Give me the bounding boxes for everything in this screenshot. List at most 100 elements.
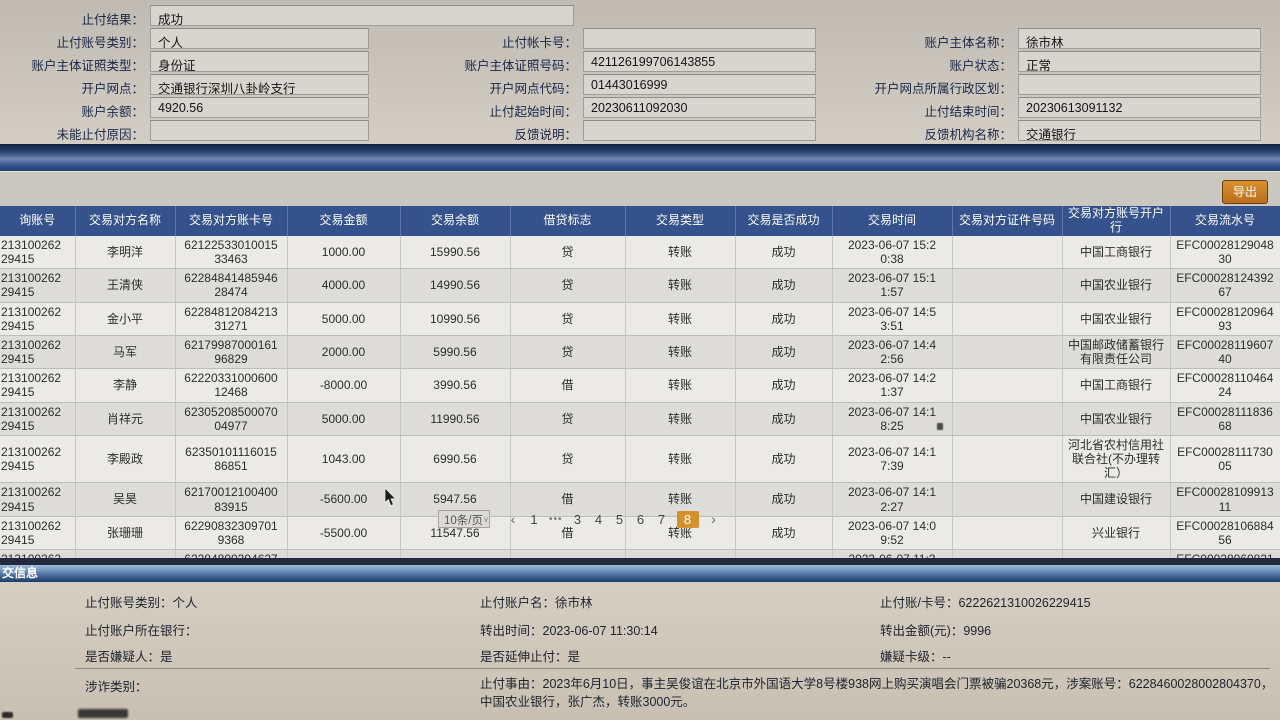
transactions-table: 询账号 交易对方名称 交易对方账卡号 交易金额 交易余额 借贷标志 交易类型 交易是否成功 交易… [0,206,1280,584]
page-size-label: 10条/页 [444,514,483,527]
column-header[interactable]: 交易对方账卡号 [175,206,288,236]
bottom-banner-title: 交信息 [2,566,39,580]
table-cell: 中国建设银行 [1062,482,1171,517]
table-cell: 213100262 29415 [0,402,76,436]
table-cell: 14990.56 [400,268,511,303]
prev-page-icon[interactable]: ‹ [510,511,516,527]
transactions-toolbar: 导出 [0,171,1280,207]
table-body: 213100262 29415 李明洋 62122533010015 33463 10… [0,236,1280,584]
table-cell [952,482,1063,517]
field-label: 止付起始时间： [489,105,577,119]
info-row: 止付账号类别：个人 止付账户名：徐市林 止付账/卡号：622262131002622… [0,592,1280,611]
table-row[interactable]: 213100262 29415 李明洋 62122533010015 33463 10… [0,236,1280,270]
table-cell: 5000.00 [287,402,401,436]
bottom-divider-line [0,558,1280,565]
table-row[interactable]: 213100262 29415 马军 62179987000161 96829 200… [0,335,1280,370]
column-header[interactable]: 借贷标志 [510,206,626,236]
table-cell: 213100262 29415 [0,268,76,303]
table-cell: 5000.00 [287,302,401,336]
table-cell: 吴昊 [75,482,176,517]
table-cell: 11990.56 [400,402,511,436]
cutoff-content-smudge [2,712,13,718]
column-header[interactable]: 交易金额 [287,206,401,236]
table-cell: 2023-06-07 14:0 9:52 [832,516,953,550]
column-header[interactable]: 交易对方账号开户行 [1062,206,1171,236]
field-label: 反馈机构名称： [924,128,1012,142]
column-header[interactable]: 交易流水号 [1170,206,1280,236]
pagination: 10条/页 ∨ ‹ 1 ••• 3 4 5 6 7 8 › [438,510,720,528]
form-grid: 止付结果： 成功 止付账号类别： 个人 止付帐卡号： 账户主体名称： 徐市林 账户主体证照类型… [0,0,1280,142]
info-field: 转出时间：2023-06-07 11:30:14 [480,624,658,638]
column-header[interactable]: 交易类型 [625,206,736,236]
reason-label: 止付事由： [480,677,543,691]
field-label: 账户主体证照类型： [31,59,144,73]
table-cell [952,268,1063,303]
table-row[interactable]: 213100262 29415 肖祥元 62305208500070 04977 50… [0,402,1280,436]
field-label: 开户网点： [81,82,144,96]
info-field: 转出金额(元)：9996 [880,624,992,638]
table-row[interactable]: 213100262 29415 王清侠 62284841485946 28474 40… [0,268,1280,303]
table-cell: 借 [510,368,626,403]
table-cell: 5947.56 [400,482,511,517]
table-cell [952,236,1063,270]
table-cell: 213100262 29415 [0,335,76,370]
table-row[interactable]: 213100262 29415 张珊珊 62290832309701 9368 -55… [0,516,1280,550]
page-number-4[interactable]: 4 [594,511,603,527]
table-cell: 贷 [510,302,626,336]
info-field: 止付账户所在银行： [85,624,198,638]
table-cell: 1043.00 [287,435,401,484]
field-value: 20230611092030 [583,97,816,118]
table-row[interactable]: 213100262 29415 李殿政 62350101116015 86851 10… [0,435,1280,484]
info-field: 是否嫌疑人：是 [85,650,173,664]
table-cell [952,435,1063,484]
page-number-8[interactable]: 8 [676,510,699,528]
more-pages-icon: ••• [549,513,563,525]
page-number-1[interactable]: 1 [530,511,538,527]
field-value: 身份证 [150,51,369,72]
info-field: 止付账/卡号：6222621310026229415 [880,596,1091,610]
info-row: 是否嫌疑人：是 是否延伸止付：是 嫌疑卡级：-- [0,646,1280,665]
page-number-7[interactable]: 7 [657,511,666,527]
table-cell: 62290832309701 9368 [175,516,288,550]
column-header[interactable]: 交易对方证件号码 [952,206,1063,236]
table-cell: 中国农业银行 [1062,268,1171,303]
table-row[interactable]: 213100262 29415 李静 62220331000600 12468 -80… [0,368,1280,403]
field-value [583,28,816,49]
column-header[interactable]: 询账号 [0,206,76,236]
column-header[interactable]: 交易余额 [400,206,511,236]
table-cell: 转账 [625,516,736,550]
next-page-icon[interactable]: › [711,511,716,527]
table-row[interactable]: 213100262 29415 金小平 62284812084213 31271 50… [0,302,1280,336]
table-cell: 张珊珊 [75,516,176,550]
table-cell: EFC00028109913 11 [1170,482,1280,517]
table-cell: EFC00028119607 40 [1170,335,1280,370]
table-cell: 4000.00 [287,268,401,303]
table-cell: 2023-06-07 14:5 3:51 [832,302,953,336]
screen-speck [937,423,943,430]
table-cell: 213100262 29415 [0,516,76,550]
column-header[interactable]: 交易是否成功 [735,206,833,236]
stop-payment-reason: 止付事由：2023年6月10日，事主吴俊谊在北京市外国语大学8号楼938网上购买… [480,676,1280,711]
page-number-5[interactable]: 5 [615,511,624,527]
export-button[interactable]: 导出 [1221,180,1268,204]
page-size-select[interactable]: 10条/页 ∨ [438,510,490,528]
table-cell: 62170012100400 83915 [175,482,288,517]
column-header[interactable]: 交易时间 [832,206,953,236]
cutoff-content-smudge [78,709,128,718]
page-number-6[interactable]: 6 [636,511,645,527]
column-header[interactable]: 交易对方名称 [75,206,176,236]
table-cell: 6990.56 [400,435,511,484]
table-cell: 1000.00 [287,236,401,270]
table-row[interactable]: 213100262 29415 吴昊 62170012100400 83915 -56… [0,482,1280,517]
table-cell: 2023-06-07 14:2 1:37 [832,368,953,403]
table-cell: 中国工商银行 [1062,236,1171,270]
field-value: 交通银行 [1018,120,1261,141]
table-cell: 成功 [735,516,833,550]
info-field: 是否延伸止付：是 [480,650,581,664]
table-cell: 中国邮政储蓄银行 有限责任公司 [1062,335,1171,370]
field-value: 20230613091132 [1018,97,1261,118]
page-number-3[interactable]: 3 [573,511,582,527]
table-cell: 成功 [735,402,833,436]
transactions-table-wrap: 询账号 交易对方名称 交易对方账卡号 交易金额 交易余额 借贷标志 交易类型 交易是否成功 交易… [0,206,1280,584]
field-label: 止付账号类别： [56,36,144,50]
